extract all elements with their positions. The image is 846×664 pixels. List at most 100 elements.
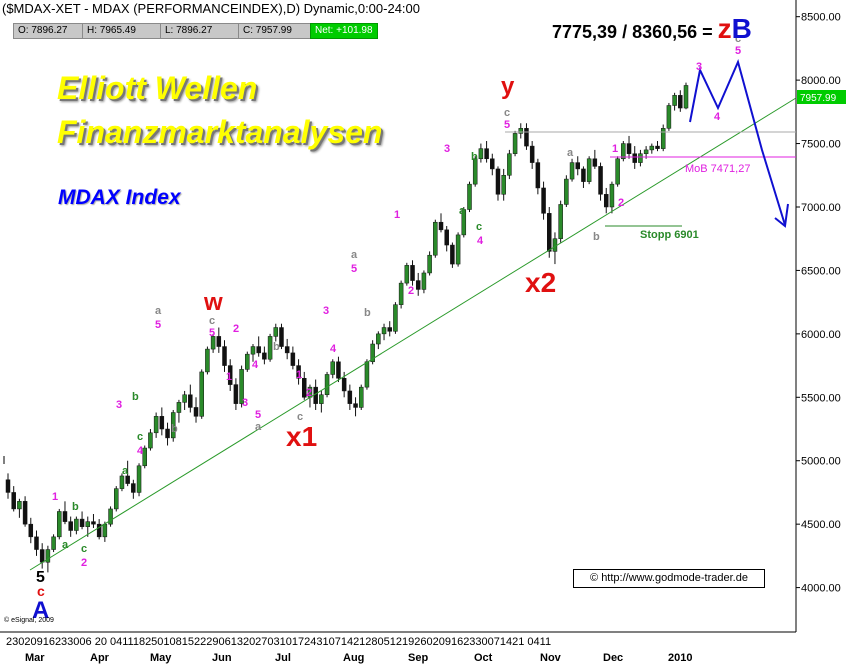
candle-body xyxy=(256,346,261,354)
title-line1: Elliott Wellen xyxy=(57,70,258,106)
candle-body xyxy=(581,168,586,182)
candle xyxy=(199,369,204,419)
candle-body xyxy=(131,483,136,493)
candle xyxy=(22,496,28,527)
candle-body xyxy=(222,346,227,366)
candle xyxy=(74,516,79,535)
candle-body xyxy=(541,187,546,214)
candle-body xyxy=(273,327,279,337)
candle-body xyxy=(638,153,643,163)
candle xyxy=(415,272,421,296)
candle-body xyxy=(586,158,592,182)
wave-label-a2: a xyxy=(122,465,129,477)
candle xyxy=(233,378,239,410)
candle xyxy=(490,153,495,176)
candle-body xyxy=(558,204,563,239)
candle-body xyxy=(239,369,244,404)
wave-label-2d: 2 xyxy=(408,285,414,297)
candle xyxy=(609,181,615,214)
candle xyxy=(319,390,324,413)
candle-body xyxy=(279,327,284,347)
candle xyxy=(216,327,222,353)
candle xyxy=(79,511,85,530)
wave-label-A: A xyxy=(32,597,49,624)
candle-body xyxy=(410,265,415,281)
candle xyxy=(227,359,233,391)
candle xyxy=(39,543,45,569)
wave-label-c6: c xyxy=(476,221,482,233)
low-value: L: 7896.27 xyxy=(160,23,242,39)
wave-label-5f: 5 xyxy=(735,45,741,57)
candle-layer xyxy=(5,82,689,573)
candle xyxy=(91,514,96,528)
title-line2: Finanzmarktanalysen xyxy=(57,114,383,150)
wave-label-1e: 1 xyxy=(612,143,618,155)
candle xyxy=(250,344,256,362)
candle xyxy=(678,90,683,112)
candle-body xyxy=(512,133,518,154)
wave-label-b3: b xyxy=(171,423,178,435)
candle xyxy=(581,166,586,188)
candle xyxy=(495,166,501,201)
close-value: C: 7957.99 xyxy=(238,23,313,39)
candle-body xyxy=(193,407,199,417)
target-range-text: 7775,39 / 8360,56 = xyxy=(552,22,713,42)
candle-body xyxy=(609,183,615,208)
candle xyxy=(524,123,529,150)
candle-body xyxy=(245,353,250,370)
target-wave-z: z xyxy=(717,13,732,44)
candle xyxy=(478,143,484,163)
candle-body xyxy=(165,428,170,439)
candle-body xyxy=(381,327,387,335)
wave-label-4d: 4 xyxy=(477,235,484,247)
candle-body xyxy=(404,265,410,284)
wave-label-2e: 2 xyxy=(618,197,624,209)
candle xyxy=(672,92,677,111)
candle xyxy=(245,351,250,372)
candle-body xyxy=(353,403,358,408)
candle-body xyxy=(233,384,239,404)
target-range: 7775,39 / 8360,56 = zB xyxy=(552,13,752,45)
y-tick-label: 7500.00 xyxy=(801,139,841,151)
candle-body xyxy=(484,148,489,160)
candle-body xyxy=(210,336,216,350)
candle-body xyxy=(119,475,125,489)
wave-label-4c: 4 xyxy=(330,343,337,355)
wave-label-c2: c xyxy=(137,431,143,443)
candle-body xyxy=(148,432,153,449)
candle xyxy=(290,346,296,370)
x-day-labels: 23020916233006 20 0411182501081522290613… xyxy=(6,636,551,648)
candle xyxy=(655,141,660,152)
wave-label-w: w xyxy=(203,289,223,316)
x-month-label: Apr xyxy=(90,652,110,664)
candle-body xyxy=(125,475,130,484)
candle-body xyxy=(472,158,478,185)
candle-body xyxy=(387,327,392,332)
candle xyxy=(159,407,165,436)
support-trendline xyxy=(29,97,797,571)
wave-label-3c: 3 xyxy=(323,305,329,317)
candle-body xyxy=(199,371,204,417)
candle-body xyxy=(136,465,142,493)
candle-body xyxy=(114,488,119,510)
wave-label-b5: b xyxy=(364,307,371,319)
candle xyxy=(632,146,637,169)
wave-label-5e: 5 xyxy=(504,119,510,131)
candle xyxy=(34,530,39,556)
y-tick-label: 6000.00 xyxy=(801,329,841,341)
candle xyxy=(649,143,655,154)
candle xyxy=(336,356,341,383)
wave-label-a3: a xyxy=(155,305,162,317)
candle xyxy=(569,158,575,182)
candle xyxy=(603,187,609,214)
candle-body xyxy=(660,128,666,149)
candle xyxy=(62,501,68,525)
candle-body xyxy=(319,394,324,404)
candle-body xyxy=(444,229,449,246)
candle xyxy=(421,270,427,294)
candle xyxy=(626,135,632,159)
last-price-box xyxy=(797,90,846,104)
candle xyxy=(472,156,478,187)
candle xyxy=(450,242,455,268)
candle-body xyxy=(79,518,85,527)
